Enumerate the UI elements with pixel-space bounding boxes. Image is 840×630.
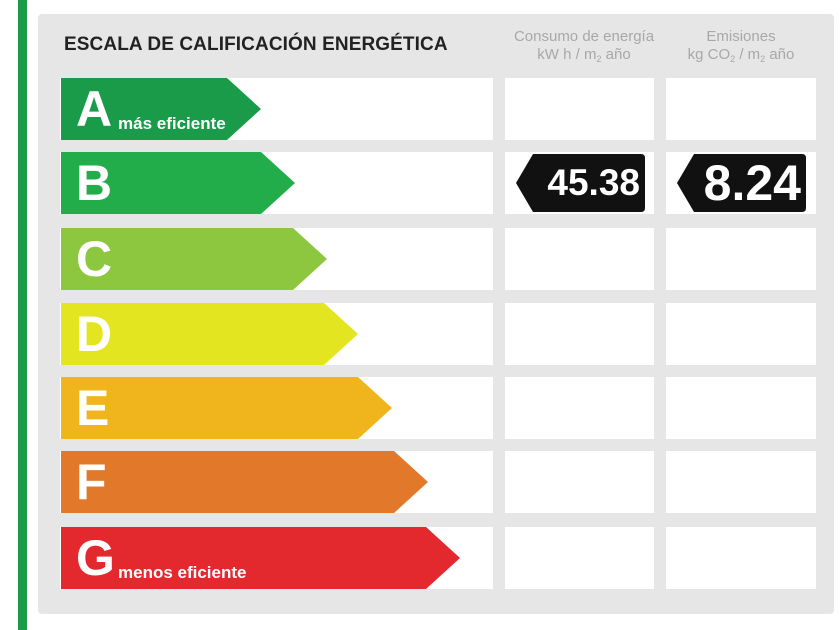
- emisiones-column-unit: kg CO2 / m2 año: [687, 46, 795, 64]
- rating-letter: B: [76, 155, 113, 211]
- rating-letter: C: [76, 231, 113, 287]
- consumo-cell: [505, 377, 654, 439]
- rating-arrow-f: F: [61, 451, 428, 513]
- consumo-cell: [505, 303, 654, 365]
- emisiones-column-header: Emisiones kg CO2 / m2 año: [661, 28, 821, 64]
- page-title: ESCALA DE CALIFICACIÓN ENERGÉTICA: [64, 34, 448, 55]
- consumo-cell: [505, 78, 654, 140]
- rating-row-e: E: [0, 377, 840, 439]
- rating-letter: E: [76, 380, 110, 436]
- rating-arrow-c: C: [61, 228, 327, 290]
- consumo-column-header: Consumo de energía kW h / m2 año: [504, 28, 664, 64]
- rating-letter: F: [76, 454, 107, 510]
- emisiones-cell: [666, 527, 816, 589]
- consumo-value-badge: 45.38: [515, 152, 646, 214]
- emisiones-cell: [666, 303, 816, 365]
- emisiones-value-text: 8.24: [703, 155, 801, 211]
- rating-sublabel: menos eficiente: [118, 563, 247, 582]
- emisiones-cell: [666, 78, 816, 140]
- consumo-cell: [505, 228, 654, 290]
- consumo-cell: [505, 451, 654, 513]
- emisiones-value-badge: 8.24: [676, 152, 807, 214]
- rating-arrow-e: E: [61, 377, 392, 439]
- emisiones-column-label: Emisiones: [706, 28, 776, 45]
- consumo-column-unit: kW h / m2 año: [537, 46, 631, 64]
- rating-arrow-b: B: [61, 152, 295, 214]
- rating-row-f: F: [0, 451, 840, 513]
- rating-letter: A: [76, 81, 113, 137]
- rating-letter: D: [76, 306, 113, 362]
- emisiones-cell: [666, 451, 816, 513]
- consumo-cell: [505, 527, 654, 589]
- emisiones-cell: [666, 228, 816, 290]
- consumo-value-text: 45.38: [547, 162, 640, 203]
- rating-arrow-d: D: [61, 303, 358, 365]
- emisiones-cell: [666, 377, 816, 439]
- rating-row-d: D: [0, 303, 840, 365]
- rating-row-c: C: [0, 228, 840, 290]
- consumo-column-label: Consumo de energía: [513, 28, 655, 45]
- rating-row-b: B 45.38 8.24: [0, 152, 840, 214]
- left-accent-stripe: [18, 0, 27, 630]
- rating-letter: G: [76, 530, 115, 586]
- rating-sublabel: más eficiente: [118, 114, 226, 133]
